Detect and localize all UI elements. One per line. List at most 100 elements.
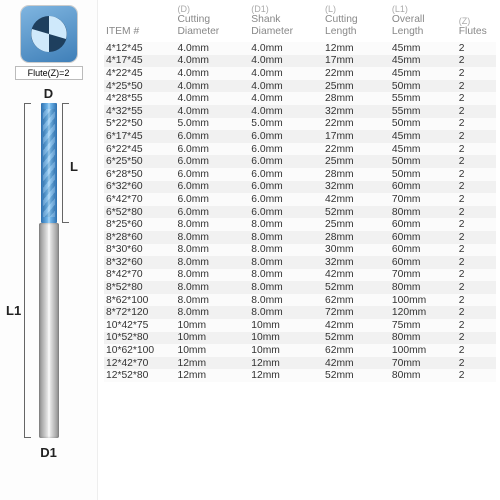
table-cell: 4*25*50: [104, 80, 175, 93]
table-cell: 8.0mm: [249, 256, 323, 269]
table-cell: 12*42*70: [104, 357, 175, 370]
table-row: 4*25*504.0mm4.0mm25mm50mm2: [104, 80, 496, 93]
table-cell: 4.0mm: [249, 80, 323, 93]
table-cell: 6.0mm: [175, 130, 249, 143]
table-cell: 10mm: [249, 344, 323, 357]
table-cell: 4.0mm: [175, 80, 249, 93]
table-cell: 12mm: [323, 42, 390, 55]
table-cell: 25mm: [323, 155, 390, 168]
table-cell: 6*32*60: [104, 181, 175, 194]
table-row: 10*42*7510mm10mm42mm75mm2: [104, 319, 496, 332]
table-header-row: ITEM #(D)Cutting Diameter(D1)Shank Diame…: [104, 2, 496, 42]
table-cell: 2: [457, 67, 496, 80]
table-row: 12*42*7012mm12mm42mm70mm2: [104, 357, 496, 370]
table-cell: 100mm: [390, 344, 457, 357]
table-cell: 8*52*80: [104, 281, 175, 294]
table-cell: 6*17*45: [104, 130, 175, 143]
table-cell: 8.0mm: [249, 294, 323, 307]
table-cell: 45mm: [390, 67, 457, 80]
table-cell: 2: [457, 143, 496, 156]
table-row: 8*72*1208.0mm8.0mm72mm120mm2: [104, 306, 496, 319]
table-cell: 22mm: [323, 67, 390, 80]
dim-label-L: L: [70, 159, 78, 174]
table-cell: 22mm: [323, 118, 390, 131]
table-row: 6*42*706.0mm6.0mm42mm70mm2: [104, 193, 496, 206]
table-cell: 45mm: [390, 143, 457, 156]
table-cell: 6.0mm: [175, 193, 249, 206]
table-cell: 52mm: [323, 332, 390, 345]
table-cell: 42mm: [323, 269, 390, 282]
table-cell: 52mm: [323, 206, 390, 219]
table-cell: 4.0mm: [249, 92, 323, 105]
table-row: 6*17*456.0mm6.0mm17mm45mm2: [104, 130, 496, 143]
cutter-body: [41, 103, 57, 223]
table-row: 6*25*506.0mm6.0mm25mm50mm2: [104, 155, 496, 168]
table-cell: 8.0mm: [175, 306, 249, 319]
table-row: 4*17*454.0mm4.0mm17mm45mm2: [104, 55, 496, 68]
table-cell: 4*32*55: [104, 105, 175, 118]
table-row: 8*32*608.0mm8.0mm32mm60mm2: [104, 256, 496, 269]
table-cell: 2: [457, 281, 496, 294]
table-row: 5*22*505.0mm5.0mm22mm50mm2: [104, 118, 496, 131]
table-cell: 6.0mm: [249, 155, 323, 168]
table-cell: 2: [457, 181, 496, 194]
table-cell: 28mm: [323, 231, 390, 244]
table-cell: 45mm: [390, 55, 457, 68]
table-cell: 62mm: [323, 344, 390, 357]
bracket-L: [62, 103, 63, 223]
table-cell: 4.0mm: [249, 67, 323, 80]
col-code: (L): [325, 4, 388, 14]
col-header: (D)Cutting Diameter: [175, 2, 249, 42]
table-cell: 4.0mm: [175, 42, 249, 55]
table-cell: 12*52*80: [104, 369, 175, 382]
bracket-L1: [24, 103, 25, 438]
table-cell: 8.0mm: [249, 281, 323, 294]
table-cell: 60mm: [390, 231, 457, 244]
col-code: (D): [177, 4, 247, 14]
table-row: 8*52*808.0mm8.0mm52mm80mm2: [104, 281, 496, 294]
table-cell: 2: [457, 168, 496, 181]
table-cell: 10*62*100: [104, 344, 175, 357]
table-cell: 6*28*50: [104, 168, 175, 181]
table-cell: 4*12*45: [104, 42, 175, 55]
table-cell: 5*22*50: [104, 118, 175, 131]
table-row: 4*32*554.0mm4.0mm32mm55mm2: [104, 105, 496, 118]
table-cell: 12mm: [249, 369, 323, 382]
table-cell: 25mm: [323, 80, 390, 93]
table-cell: 60mm: [390, 256, 457, 269]
table-cell: 10mm: [249, 319, 323, 332]
table-cell: 6.0mm: [175, 181, 249, 194]
table-cell: 2: [457, 369, 496, 382]
diagram-panel: Flute(Z)=2 D L L1 D1: [0, 0, 98, 500]
table-body: 4*12*454.0mm4.0mm12mm45mm24*17*454.0mm4.…: [104, 42, 496, 382]
table-cell: 50mm: [390, 118, 457, 131]
table-cell: 2: [457, 231, 496, 244]
table-cell: 100mm: [390, 294, 457, 307]
table-cell: 10mm: [175, 319, 249, 332]
col-header: (Z)Flutes: [457, 2, 496, 42]
table-cell: 10mm: [175, 332, 249, 345]
shank-body: [39, 223, 59, 438]
table-cell: 8.0mm: [175, 218, 249, 231]
table-cell: 22mm: [323, 143, 390, 156]
table-cell: 17mm: [323, 130, 390, 143]
table-cell: 8.0mm: [249, 269, 323, 282]
table-cell: 8*25*60: [104, 218, 175, 231]
table-cell: 28mm: [323, 168, 390, 181]
table-cell: 42mm: [323, 319, 390, 332]
table-cell: 60mm: [390, 218, 457, 231]
spec-table-panel: ITEM #(D)Cutting Diameter(D1)Shank Diame…: [98, 0, 500, 500]
table-cell: 80mm: [390, 206, 457, 219]
col-label: Cutting Length: [325, 14, 358, 37]
table-cell: 2: [457, 332, 496, 345]
table-row: 10*62*10010mm10mm62mm100mm2: [104, 344, 496, 357]
table-cell: 6*22*45: [104, 143, 175, 156]
table-cell: 4.0mm: [249, 105, 323, 118]
table-cell: 4.0mm: [249, 42, 323, 55]
table-cell: 8*28*60: [104, 231, 175, 244]
product-icon: [21, 6, 77, 62]
table-cell: 8.0mm: [175, 256, 249, 269]
table-cell: 120mm: [390, 306, 457, 319]
table-cell: 6.0mm: [175, 206, 249, 219]
table-cell: 4*17*45: [104, 55, 175, 68]
